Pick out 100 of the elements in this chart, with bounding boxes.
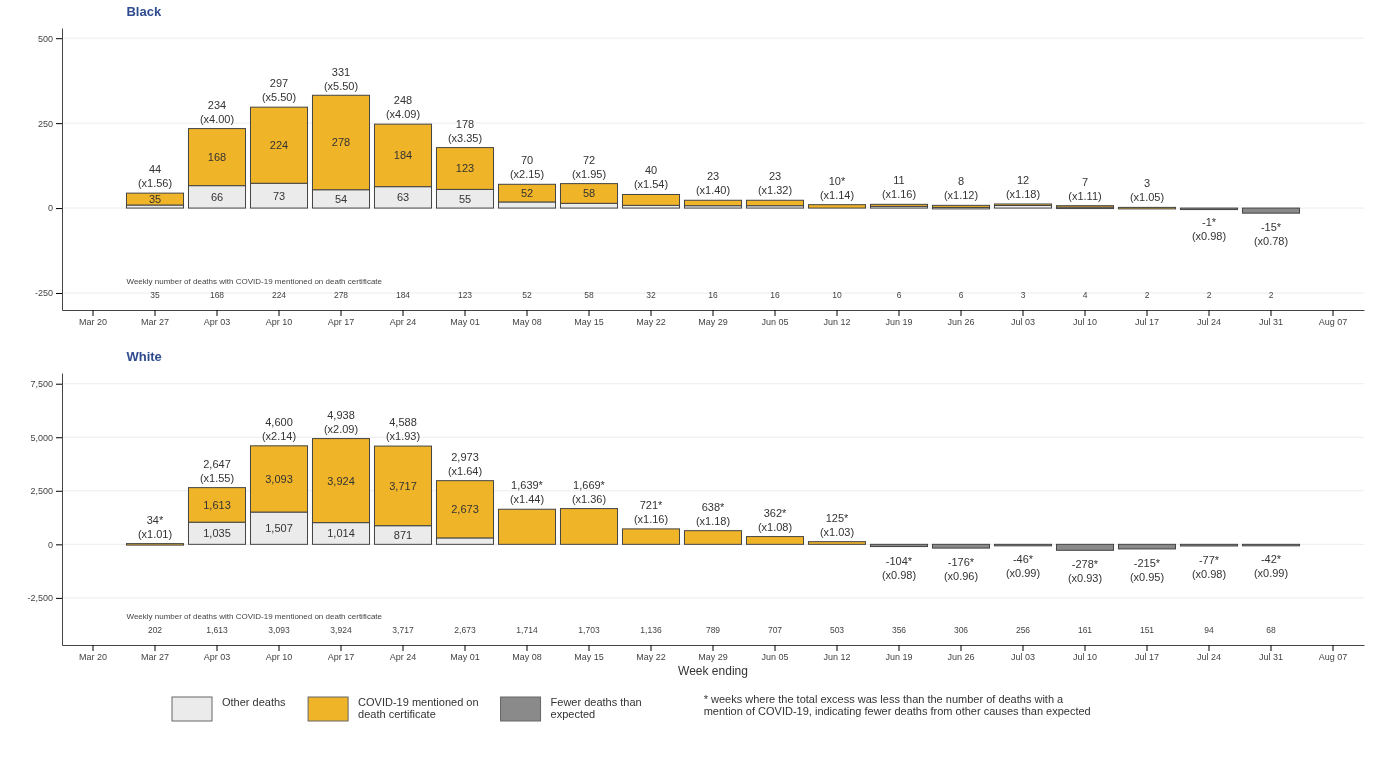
annotation: 202: [147, 625, 163, 635]
x-tick-label: Apr 10: [265, 317, 293, 328]
annotation: 3: [1020, 290, 1026, 300]
annotation: 721* (x1.16): [633, 498, 669, 525]
annotation: 3,093: [268, 625, 290, 635]
annotation: 2: [1268, 290, 1274, 300]
annotation: 23 (x1.40): [695, 170, 731, 197]
annotation: 58: [584, 290, 594, 300]
y-tick-label: 2,500: [30, 486, 53, 497]
annotation: 362* (x1.08): [757, 506, 793, 533]
x-tick-label: May 22: [636, 317, 666, 328]
annotation: 4,600 (x2.14): [261, 415, 297, 442]
x-tick-label: Jul 10: [1072, 317, 1098, 328]
data-label: 871: [393, 529, 413, 542]
annotation: 151: [1139, 625, 1155, 635]
y-tick-label: 5,000: [30, 432, 53, 443]
annotation: 40 (x1.54): [633, 164, 669, 191]
data-label: 1,035: [203, 527, 231, 540]
x-tick-label: Jul 31: [1258, 317, 1284, 328]
annotation: 356: [891, 625, 907, 635]
data-label: 123: [455, 162, 475, 175]
annotation: 789: [705, 625, 721, 635]
data-label: 3,093: [265, 472, 293, 485]
x-tick-label: May 15: [574, 317, 604, 328]
y-tick-label: -2,500: [27, 593, 53, 604]
x-tick-label: Jul 10: [1072, 652, 1098, 663]
annotation: -1* (x0.98): [1191, 216, 1227, 243]
x-tick-label: Jul 03: [1010, 652, 1036, 663]
annotation: 297 (x5.50): [261, 77, 297, 104]
x-tick-label: Mar 20: [78, 652, 108, 663]
y-tick-label: -250: [34, 288, 53, 299]
annotation: 248 (x4.09): [385, 93, 421, 120]
annotation: 1,613: [206, 625, 228, 635]
x-tick-label: May 15: [574, 652, 604, 663]
x-tick-label: Mar 20: [78, 317, 108, 328]
annotation: 4,588 (x1.93): [385, 416, 421, 443]
x-tick-label: May 01: [450, 652, 480, 663]
annotation: -176* (x0.96): [943, 556, 979, 583]
chart-title: Black: [126, 4, 162, 19]
x-tick-label: Jul 24: [1196, 317, 1222, 328]
data-label: 1,507: [265, 522, 293, 535]
annotation: 2: [1206, 290, 1212, 300]
annotation: 16: [770, 290, 780, 300]
x-tick-label: Apr 24: [389, 652, 417, 663]
x-tick-label: Jun 05: [761, 317, 789, 328]
annotation: 72 (x1.95): [571, 153, 607, 180]
data-label: 55: [458, 192, 472, 205]
annotation: 12 (x1.18): [1005, 174, 1041, 200]
y-tick-label: 0: [47, 539, 53, 550]
annotation: -42* (x0.99): [1253, 553, 1289, 580]
x-tick-label: Jun 26: [947, 317, 975, 328]
annotation: 94: [1204, 625, 1214, 635]
x-tick-label: Apr 10: [265, 652, 293, 663]
x-tick-label: Jun 05: [761, 652, 789, 663]
x-tick-label: Jun 19: [885, 317, 913, 328]
annotation: -46* (x0.99): [1005, 553, 1041, 580]
x-tick-label: Jul 17: [1134, 652, 1160, 663]
text: * weeks where the total excess was less than the number of deaths with a mention of COVID-19, indicating fewer deaths from other causes than expected: [703, 693, 1091, 717]
data-label: 168: [207, 151, 227, 164]
data-label: 3,924: [327, 474, 355, 487]
x-tick-label: Jun 19: [885, 652, 913, 663]
data-label: 54: [334, 192, 348, 205]
annotation: 2,647 (x1.55): [199, 457, 235, 484]
data-label: 3,717: [389, 479, 417, 492]
annotation: 503: [829, 625, 845, 635]
annotation: Weekly number of deaths with COVID-19 mentioned on death certificate: [126, 277, 383, 286]
annotation: 11 (x1.16): [881, 174, 917, 201]
annotation: 123: [457, 290, 473, 300]
annotation: -278* (x0.93): [1067, 558, 1103, 585]
data-label: 73: [272, 189, 286, 202]
x-tick-label: May 29: [698, 317, 728, 328]
x-axis-title: Week ending: [678, 664, 748, 678]
x-tick-label: Apr 17: [327, 652, 355, 663]
data-label: 35: [148, 193, 162, 206]
annotation: 161: [1077, 625, 1093, 635]
y-tick-label: 0: [47, 203, 53, 214]
annotation: 331 (x5.50): [323, 65, 359, 92]
annotation: 8 (x1.12): [943, 175, 979, 202]
legend-label: Other deaths: [222, 696, 287, 708]
annotation: 256: [1015, 625, 1031, 635]
legend-label: Fewer deaths than expected: [550, 696, 642, 720]
legend-label: COVID-19 mentioned on death certificate: [358, 696, 479, 720]
annotation: 4,938 (x2.09): [323, 408, 359, 435]
annotation: 1,136: [640, 625, 662, 635]
annotation: 35: [150, 290, 160, 300]
annotation: 52: [522, 290, 532, 300]
x-tick-label: Jul 31: [1258, 652, 1284, 663]
x-tick-label: May 29: [698, 652, 728, 663]
annotation: 224: [271, 290, 287, 300]
data-label: 1,014: [327, 527, 355, 540]
annotation: -104* (x0.98): [881, 554, 917, 581]
data-label: 52: [520, 187, 534, 200]
annotation: 34* (x1.01): [137, 513, 173, 540]
data-label: 184: [393, 149, 413, 162]
x-tick-label: May 08: [512, 652, 542, 663]
annotation: 125* (x1.03): [819, 511, 855, 538]
x-tick-label: Jul 24: [1196, 652, 1222, 663]
annotation: 278: [333, 290, 349, 300]
annotation: 10: [832, 290, 842, 300]
annotation: 10* (x1.14): [819, 174, 855, 201]
